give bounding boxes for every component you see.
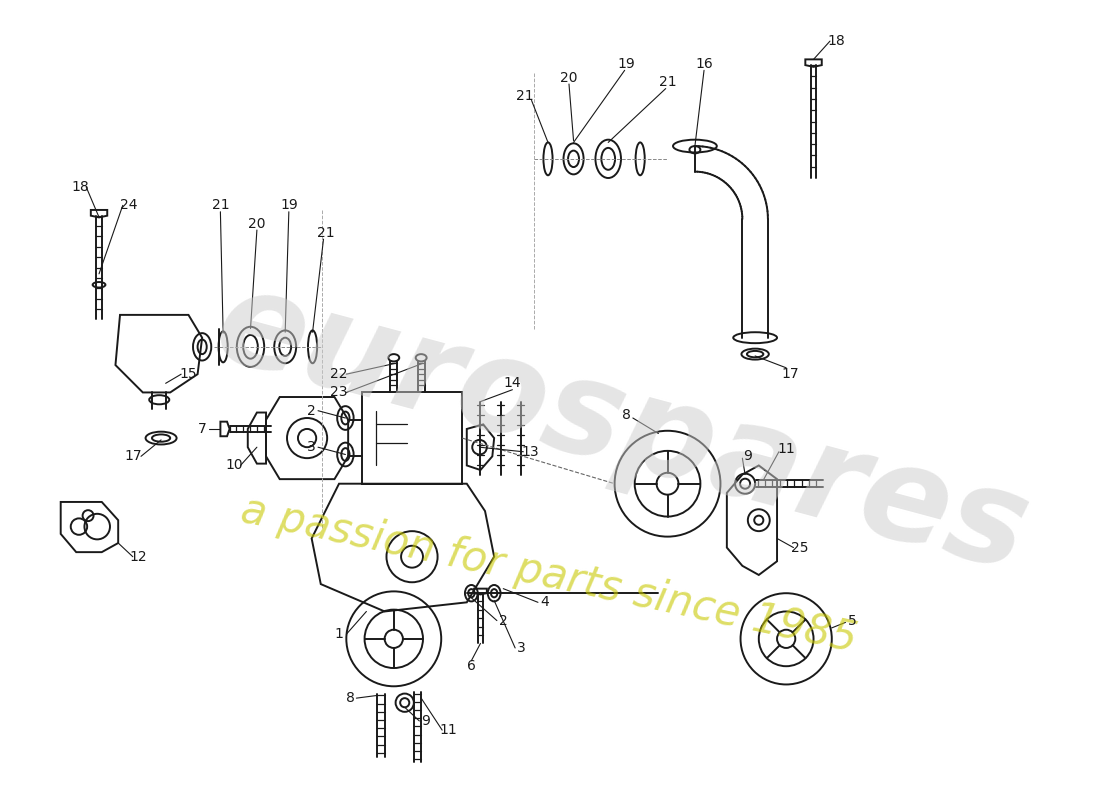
Text: 9: 9 xyxy=(744,450,752,463)
Text: 10: 10 xyxy=(226,458,243,473)
Text: 13: 13 xyxy=(521,445,539,458)
Text: 17: 17 xyxy=(782,367,800,381)
Text: 25: 25 xyxy=(791,541,808,554)
Text: 12: 12 xyxy=(130,550,147,564)
Text: 16: 16 xyxy=(695,57,713,71)
Text: 20: 20 xyxy=(560,70,578,85)
Text: 8: 8 xyxy=(345,691,354,705)
Text: 4: 4 xyxy=(540,595,549,610)
Text: 17: 17 xyxy=(125,450,143,463)
Text: 23: 23 xyxy=(330,386,348,399)
Text: 6: 6 xyxy=(466,659,476,674)
Text: 3: 3 xyxy=(307,440,316,454)
Text: eurospares: eurospares xyxy=(202,259,1042,598)
Text: 3: 3 xyxy=(517,641,526,655)
Text: 7: 7 xyxy=(198,422,207,436)
Text: 1: 1 xyxy=(334,627,343,642)
Text: 24: 24 xyxy=(120,198,138,212)
Text: 19: 19 xyxy=(280,198,298,212)
Text: 2: 2 xyxy=(499,614,508,627)
Text: 21: 21 xyxy=(659,75,676,89)
Text: 22: 22 xyxy=(330,367,348,381)
Text: 9: 9 xyxy=(421,714,430,728)
Text: 11: 11 xyxy=(778,442,795,456)
Text: 19: 19 xyxy=(617,57,636,71)
Text: 8: 8 xyxy=(621,408,631,422)
Text: 5: 5 xyxy=(847,614,856,627)
Text: 18: 18 xyxy=(72,180,90,194)
Text: 14: 14 xyxy=(504,376,521,390)
Text: 11: 11 xyxy=(440,723,458,737)
Text: 15: 15 xyxy=(179,367,197,381)
Text: 21: 21 xyxy=(516,89,534,103)
Text: 2: 2 xyxy=(307,404,316,418)
Text: 20: 20 xyxy=(249,217,265,230)
Text: 21: 21 xyxy=(211,198,229,212)
Text: a passion for parts since 1985: a passion for parts since 1985 xyxy=(236,489,861,661)
Text: 21: 21 xyxy=(317,226,334,240)
Text: 18: 18 xyxy=(827,34,845,48)
